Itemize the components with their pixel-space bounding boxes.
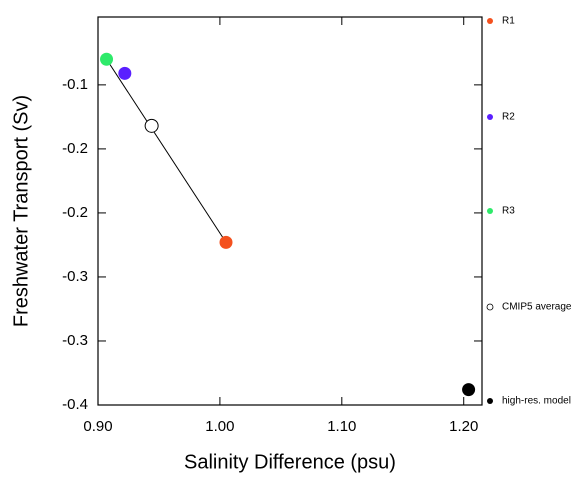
legend-marker	[486, 303, 494, 311]
x-tick-label: 1.00	[205, 418, 234, 435]
legend-marker	[487, 114, 493, 120]
x-tick-label: 0.90	[83, 418, 112, 435]
y-tick-label: -0.2	[62, 140, 88, 157]
legend-label: high-res. model	[502, 396, 571, 407]
point	[219, 235, 233, 249]
x-tick-label: 1.20	[449, 418, 478, 435]
legend-marker	[487, 208, 493, 214]
x-tick-label: 1.10	[327, 418, 356, 435]
y-tick-label: -0.3	[62, 268, 88, 285]
y-tick-label: -0.4	[62, 396, 88, 413]
point	[118, 66, 132, 80]
trend-line	[106, 58, 227, 243]
plot-frame	[97, 16, 483, 406]
x-axis-title: Salinity Difference (psu)	[184, 451, 396, 473]
legend-label: R3	[502, 206, 515, 217]
legend-label: R1	[502, 16, 515, 27]
y-tick-label: -0.2	[62, 204, 88, 221]
y-tick-label: -0.1	[62, 76, 88, 93]
legend-label: CMIP5 average	[502, 302, 572, 313]
point	[100, 52, 114, 66]
y-tick-label: -0.3	[62, 332, 88, 349]
point	[462, 383, 476, 397]
legend-marker	[487, 398, 493, 404]
point	[144, 118, 159, 133]
legend-marker	[487, 18, 493, 24]
y-axis-title: Freshwater Transport (Sv)	[10, 95, 32, 327]
legend-label: R2	[502, 112, 515, 123]
